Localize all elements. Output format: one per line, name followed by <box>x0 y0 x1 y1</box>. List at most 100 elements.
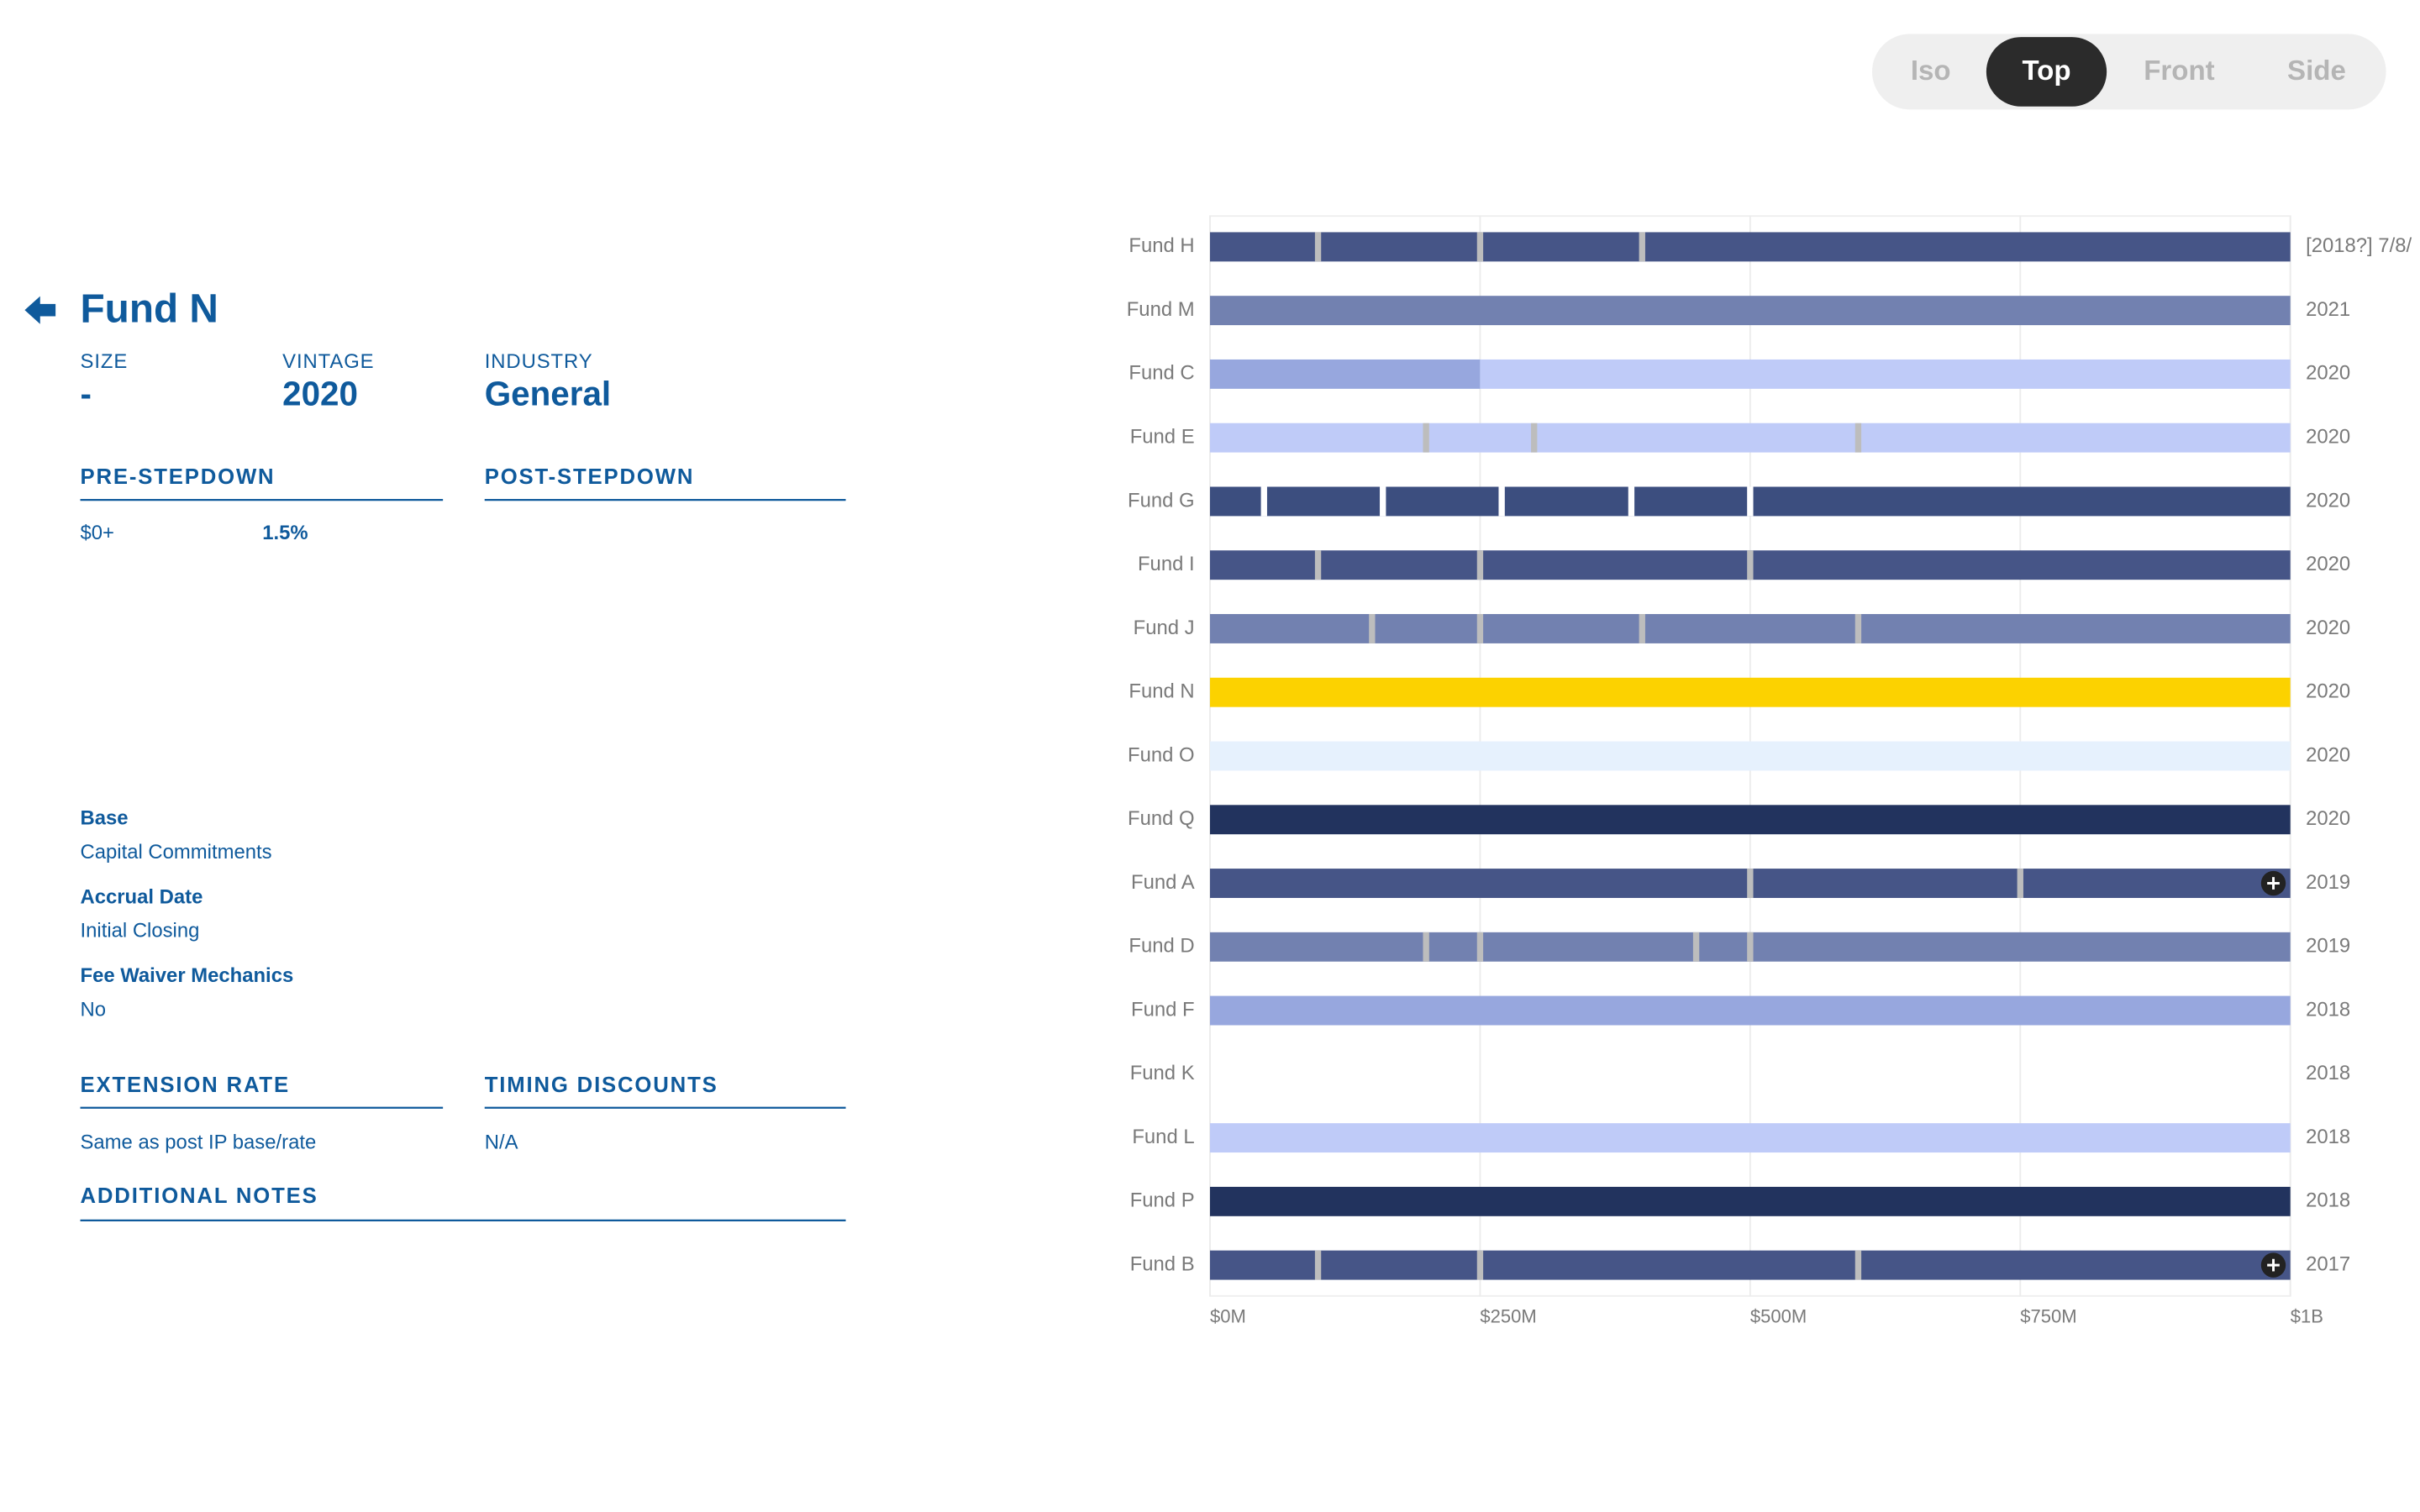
segment-separator <box>1476 932 1484 962</box>
expand-icon-plus <box>2267 877 2280 890</box>
vintage-label: [2018?] 7/8/ <box>2306 234 2412 257</box>
fund-label[interactable]: Fund G <box>1128 489 1195 512</box>
segment-separator <box>1854 423 1862 453</box>
active-tab-pill <box>1986 37 2107 107</box>
bar-segment <box>1210 423 1427 453</box>
vintage-label: 2019 <box>2306 871 2350 894</box>
bar-segment <box>1426 932 1481 962</box>
bar-segment <box>1210 550 1318 580</box>
bar-segment <box>1318 232 1481 262</box>
bar-segment <box>1858 1250 2291 1280</box>
bar-segment <box>2020 869 2291 898</box>
vintage-label: 2020 <box>2306 362 2350 385</box>
segment-separator <box>1476 614 1484 643</box>
fund-label[interactable]: Fund I <box>1138 553 1195 575</box>
field-value: General <box>485 375 611 413</box>
segment-separator <box>1628 486 1635 517</box>
segment-separator <box>1423 932 1429 962</box>
segment-separator <box>1314 550 1322 580</box>
view-tab[interactable]: Top <box>2022 55 2070 87</box>
bar-segment <box>1210 296 2291 326</box>
vintage-label: 2018 <box>2306 1189 2350 1212</box>
fund-label[interactable]: Fund L <box>1132 1126 1194 1148</box>
bar-segment <box>1642 232 2291 262</box>
view-tab[interactable]: Side <box>2287 55 2346 87</box>
vintage-label: 2020 <box>2306 807 2350 830</box>
vintage-label: 2018 <box>2306 1126 2350 1148</box>
x-tick-label: $250M <box>1480 1305 1536 1326</box>
vintage-label: 2020 <box>2306 743 2350 766</box>
fund-label[interactable]: Fund E <box>1130 425 1195 448</box>
section-heading: EXTENSION RATE <box>81 1074 290 1097</box>
bar-segment <box>1480 1250 1859 1280</box>
fund-label[interactable]: Fund B <box>1130 1252 1195 1275</box>
bar-segment <box>1502 486 1632 517</box>
bar-segment <box>1210 932 1427 962</box>
segment-separator <box>2017 869 2023 898</box>
vintage-label: 2020 <box>2306 425 2350 448</box>
field-label: Base <box>81 807 129 830</box>
field-label: SIZE <box>81 350 129 373</box>
bar-segment <box>1371 614 1481 643</box>
fund-label[interactable]: Fund M <box>1127 298 1195 321</box>
fund-label[interactable]: Fund N <box>1128 680 1194 703</box>
tier-threshold: $0+ <box>81 522 114 544</box>
segment-separator <box>1747 932 1754 962</box>
bar-segment <box>1318 1250 1481 1280</box>
fund-label[interactable]: Fund C <box>1128 362 1194 385</box>
tier-rate: 1.5% <box>262 522 308 544</box>
segment-separator <box>1639 232 1645 262</box>
field-value: 2020 <box>282 375 358 413</box>
segment-separator <box>1747 550 1754 580</box>
chart: $0M $250M $500M $750M $1B Fund H [2018?] 7/8/F… <box>1127 215 2412 1326</box>
fund-label[interactable]: Fund O <box>1128 743 1195 766</box>
bar-segment <box>1858 423 2291 453</box>
fund-label[interactable]: Fund D <box>1128 935 1194 958</box>
bar-segment <box>1210 995 2291 1026</box>
view-tab[interactable]: Iso <box>1911 55 1951 87</box>
fund-label[interactable]: Fund F <box>1131 998 1195 1021</box>
fund-label[interactable]: Fund J <box>1134 617 1195 639</box>
field-value: Initial Closing <box>81 920 200 942</box>
x-tick-label: $750M <box>2020 1305 2076 1326</box>
bar-segment <box>1210 359 1481 389</box>
field-label: Fee Waiver Mechanics <box>81 964 294 987</box>
field-label: VINTAGE <box>282 350 374 373</box>
view-tab[interactable]: Front <box>2144 55 2214 87</box>
back-arrow[interactable] <box>24 296 56 324</box>
vintage-label: 2020 <box>2306 680 2350 703</box>
bar-segment <box>1426 423 1534 453</box>
segment-separator <box>1314 232 1322 262</box>
bar-segment <box>1210 486 1265 517</box>
segment-separator <box>1747 486 1754 517</box>
fund-label[interactable]: Fund Q <box>1128 807 1195 830</box>
segment-separator <box>1639 614 1645 643</box>
view-toggle: Iso Top Front Side <box>1871 34 2386 110</box>
bar-segment <box>1696 932 1750 962</box>
segment-separator <box>1854 1250 1862 1280</box>
bar-segment <box>1210 805 2291 835</box>
bar-segment <box>1480 232 1643 262</box>
bar-segment <box>1480 932 1697 962</box>
section-heading: TIMING DISCOUNTS <box>485 1074 718 1097</box>
vintage-label: 2020 <box>2306 553 2350 575</box>
segment-separator <box>1369 614 1376 643</box>
vintage-label: 2020 <box>2306 617 2350 639</box>
fund-label[interactable]: Fund P <box>1130 1189 1195 1212</box>
field-value: - <box>81 375 92 413</box>
bar-segment <box>1210 1123 2291 1153</box>
bar-segment <box>1642 614 1859 643</box>
segment-separator <box>1747 869 1754 898</box>
segment-separator <box>1476 550 1484 580</box>
field-value: No <box>81 998 107 1021</box>
bar-segment <box>1749 486 2291 517</box>
vintage-label: 2017 <box>2306 1252 2350 1275</box>
segment-separator <box>1314 1250 1322 1280</box>
fund-label[interactable]: Fund H <box>1128 234 1194 257</box>
fund-label[interactable]: Fund K <box>1130 1062 1195 1084</box>
fund-label[interactable]: Fund A <box>1131 871 1195 894</box>
detail-panel: Fund N SIZE VINTAGE INDUSTRY - 2020 Gene… <box>24 287 846 1221</box>
bar-segment <box>1631 486 1750 517</box>
